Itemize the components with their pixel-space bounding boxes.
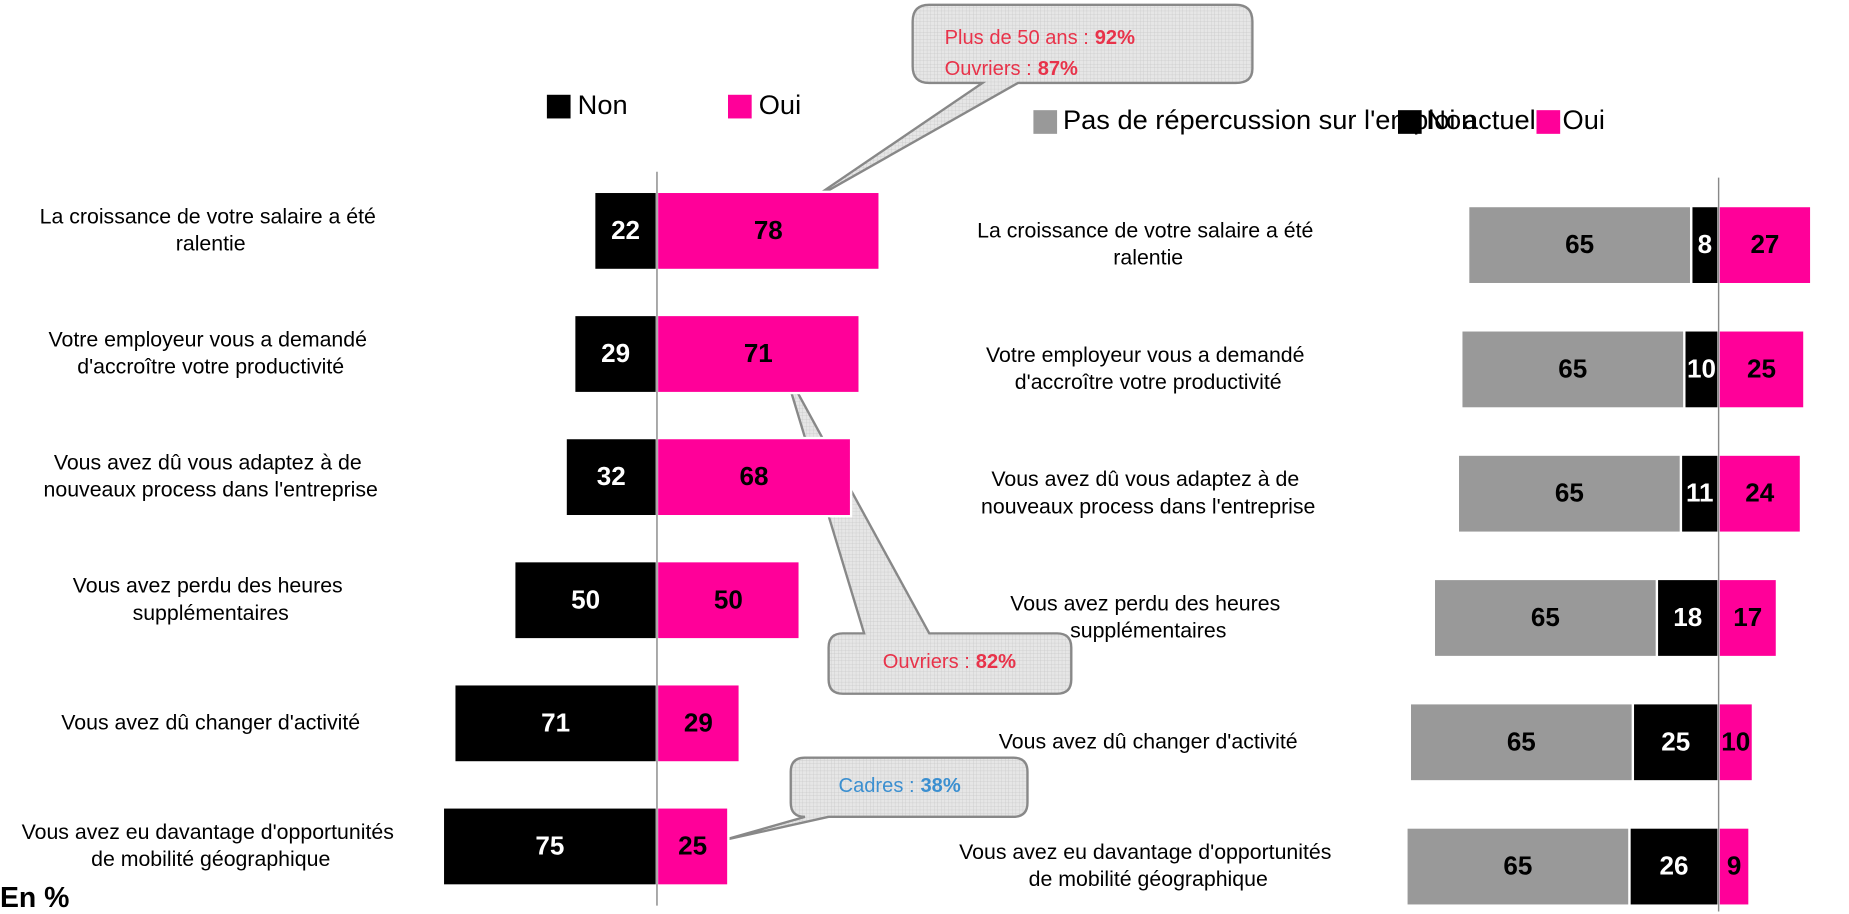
bar-segment xyxy=(1631,702,1720,783)
category-label: Vous avez eu davantage d'opportunités de… xyxy=(22,819,400,870)
callout-shape xyxy=(804,3,1254,205)
annotation-value: 92% xyxy=(1095,27,1135,49)
category-label: Vous avez perdu des heures supplémentair… xyxy=(73,573,349,624)
annotation: Ouvriers : 87% xyxy=(945,58,1078,80)
legend-swatch xyxy=(727,94,752,119)
category-label: Vous avez eu davantage d'opportunités de… xyxy=(959,840,1337,891)
category-label: Votre employeur vous a demandé d'accroît… xyxy=(986,342,1310,393)
bar-segment xyxy=(1466,204,1693,286)
value-label: 50 xyxy=(714,584,743,614)
value-label: 10 xyxy=(1687,353,1716,383)
legend-label: Non xyxy=(578,89,628,120)
bar-segment xyxy=(564,436,659,518)
value-label: 71 xyxy=(744,338,773,368)
bar-segment xyxy=(1717,204,1813,286)
value-label: 22 xyxy=(611,215,640,245)
annotation-label: Ouvriers : xyxy=(945,58,1032,80)
value-label: 25 xyxy=(678,831,707,861)
category-label: Vous avez dû changer d'activité xyxy=(61,710,360,734)
value-label: 68 xyxy=(740,461,769,491)
value-label: 32 xyxy=(597,461,626,491)
bar-segment xyxy=(441,806,659,887)
value-label: 8 xyxy=(1698,229,1712,259)
bar-segment xyxy=(655,683,741,764)
annotation-label: Plus de 50 ans : xyxy=(945,27,1089,49)
category-label: La croissance de votre salaire a été ral… xyxy=(977,218,1319,269)
note: En % xyxy=(0,882,69,914)
bar-segment xyxy=(1408,702,1635,783)
value-label: 65 xyxy=(1503,851,1532,881)
bar-segment xyxy=(1460,329,1686,410)
annotation: Plus de 50 ans : 92% xyxy=(945,27,1136,49)
bar-segment xyxy=(1628,826,1720,907)
value-label: 71 xyxy=(541,707,570,737)
annotation-label: Ouvriers : xyxy=(883,651,970,673)
bar-segment xyxy=(572,313,659,395)
bar-segment xyxy=(655,190,881,272)
value-label: 50 xyxy=(571,584,600,614)
value-label: 65 xyxy=(1531,602,1560,632)
bar-segment xyxy=(453,683,659,764)
annotation: Ouvriers : 82% xyxy=(883,651,1016,673)
value-label: 29 xyxy=(684,707,713,737)
callouts xyxy=(721,3,1254,842)
value-label: 27 xyxy=(1750,229,1779,259)
value-label: 10 xyxy=(1721,726,1750,756)
value-label: 11 xyxy=(1686,478,1714,508)
value-label: 26 xyxy=(1660,851,1689,881)
value-label: 24 xyxy=(1745,478,1774,508)
category-label: La croissance de votre salaire a été ral… xyxy=(40,204,382,255)
annotation-value: 82% xyxy=(976,651,1016,673)
value-label: 65 xyxy=(1507,726,1536,756)
bar-segment xyxy=(1456,453,1683,534)
value-label: 65 xyxy=(1565,229,1594,259)
bar-segment xyxy=(1655,577,1720,659)
value-label: 18 xyxy=(1673,602,1702,632)
bar-segment xyxy=(1717,826,1751,907)
value-label: 9 xyxy=(1727,851,1741,881)
bar-segment xyxy=(592,190,659,272)
value-label: 29 xyxy=(601,338,630,368)
category-label: Vous avez perdu des heures supplémentair… xyxy=(1010,591,1286,642)
legend-label: Oui xyxy=(1563,104,1605,135)
bar-segment xyxy=(1432,577,1659,659)
bar-segment xyxy=(1717,702,1755,783)
value-label: 75 xyxy=(535,831,564,861)
bar-segment xyxy=(1717,453,1803,534)
legend-label: Pas de répercussion sur l'emploi actuel xyxy=(1063,104,1536,135)
bar-segment xyxy=(1683,329,1720,410)
bar-segment xyxy=(1405,826,1631,907)
category-label: Vous avez dû vous adaptez à de nouveaux … xyxy=(981,467,1315,518)
bar-segment xyxy=(1717,577,1779,659)
legend-swatch xyxy=(1033,110,1058,134)
category-label: Vous avez dû changer d'activité xyxy=(999,729,1298,753)
value-label: 17 xyxy=(1733,602,1762,632)
legend-swatch xyxy=(1536,110,1561,134)
legend-swatch xyxy=(546,94,571,119)
value-label: 78 xyxy=(754,215,783,245)
value-label: 25 xyxy=(1747,353,1776,383)
value-label: 65 xyxy=(1558,353,1587,383)
annotation: Cadres :38% xyxy=(839,776,961,798)
callout-shape xyxy=(721,756,1029,842)
annotation-value: 87% xyxy=(1038,58,1078,80)
legend-swatch xyxy=(1397,110,1422,134)
legend-label: Oui xyxy=(759,89,801,120)
callout-shape xyxy=(782,366,1073,695)
legend-label: Non xyxy=(1426,104,1476,135)
value-label: 65 xyxy=(1555,478,1584,508)
bar-segment xyxy=(655,806,730,887)
category-label: Vous avez dû vous adaptez à de nouveaux … xyxy=(44,450,378,501)
category-label: Votre employeur vous a demandé d'accroît… xyxy=(49,327,373,378)
annotation-label: Cadres : xyxy=(839,776,915,798)
value-label: 25 xyxy=(1661,726,1690,756)
bar-segment xyxy=(655,559,801,641)
annotation-value: 38% xyxy=(920,776,960,798)
bar-segment xyxy=(513,559,659,641)
